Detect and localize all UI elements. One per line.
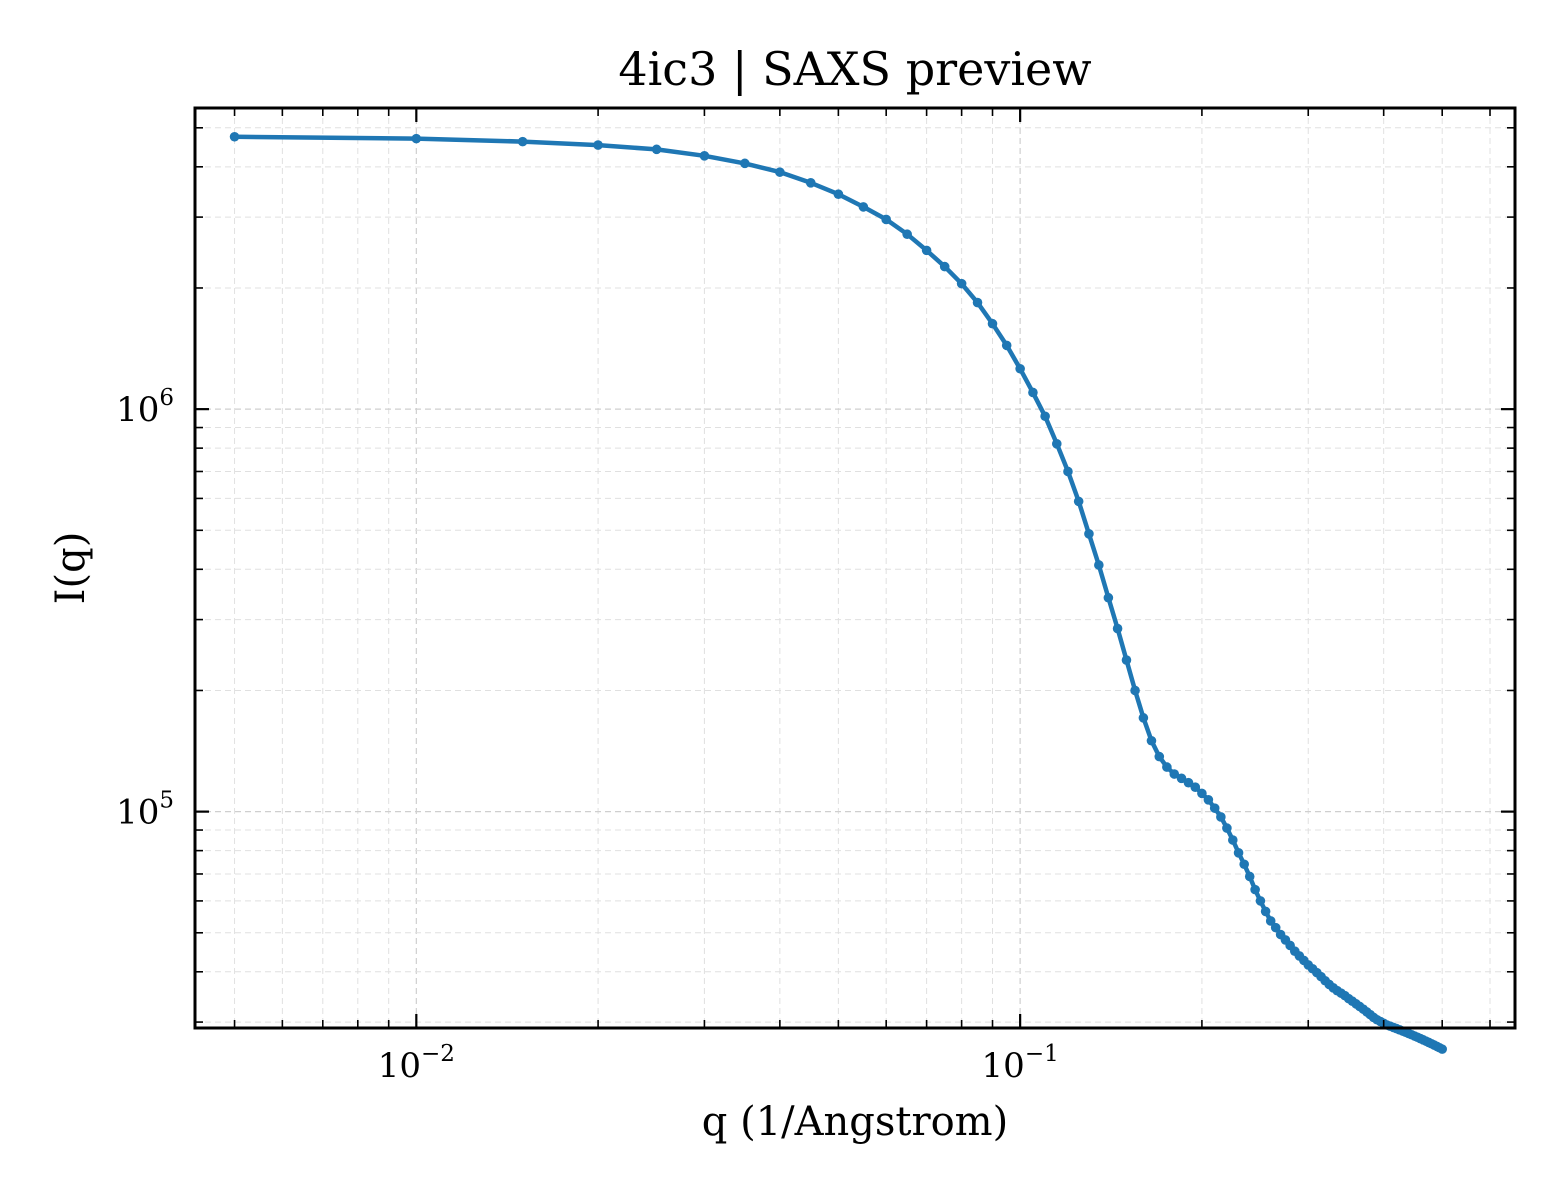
data-point xyxy=(1112,623,1123,634)
data-point xyxy=(1176,773,1187,784)
data-point xyxy=(1162,762,1172,772)
y-axis-label: I(q) xyxy=(48,532,94,605)
data-point xyxy=(517,136,528,147)
data-point xyxy=(1265,916,1276,926)
data-point xyxy=(1216,812,1226,822)
data-point xyxy=(881,214,891,225)
data-point xyxy=(1260,906,1271,917)
data-point xyxy=(593,140,603,150)
data-point xyxy=(411,133,422,144)
data-point xyxy=(699,151,710,161)
data-point xyxy=(1130,685,1140,696)
data-point xyxy=(1146,735,1157,746)
data-point xyxy=(921,245,932,256)
data-point xyxy=(1244,871,1255,882)
data-point xyxy=(1040,411,1050,422)
data-point xyxy=(972,297,983,308)
data-point xyxy=(1015,363,1025,374)
data-point xyxy=(1437,1044,1447,1054)
chart-title: 4ic3 | SAXS preview xyxy=(618,42,1091,96)
grid xyxy=(195,108,1515,1028)
data-point xyxy=(1183,777,1194,788)
data-point xyxy=(1051,439,1062,449)
data-point xyxy=(987,318,998,329)
x-tick-label: 10−2 xyxy=(378,1041,455,1086)
data-point xyxy=(902,229,912,240)
data-point xyxy=(1084,529,1094,539)
data-point xyxy=(956,278,967,289)
data-point xyxy=(1063,466,1073,477)
data-point xyxy=(1094,560,1104,570)
data-point xyxy=(1028,387,1038,398)
data-point xyxy=(1233,848,1244,858)
data-point xyxy=(1169,769,1180,779)
y-tick-label: 106 xyxy=(116,385,174,430)
data-point xyxy=(651,144,662,155)
data-point xyxy=(1255,896,1266,906)
data-point xyxy=(740,158,750,169)
data-point xyxy=(1121,655,1132,665)
data-point xyxy=(229,131,240,142)
data-point xyxy=(833,189,844,199)
data-point xyxy=(1103,592,1114,603)
data-point xyxy=(858,202,869,212)
plot-frame xyxy=(193,106,1517,1030)
data-point xyxy=(1154,751,1165,762)
data-point xyxy=(1209,803,1220,813)
data-point xyxy=(1203,794,1214,805)
data-point xyxy=(1222,823,1232,833)
data-point xyxy=(1001,340,1012,351)
data-point xyxy=(1190,782,1201,792)
data-point xyxy=(805,178,816,188)
data-point xyxy=(1239,859,1250,870)
data-point xyxy=(1138,713,1149,723)
data-point xyxy=(1270,922,1281,933)
axis-ticks: 10−2 10−1 105 106 xyxy=(116,108,1515,1086)
data-point xyxy=(1073,496,1084,507)
data-point xyxy=(1227,835,1238,845)
data-point xyxy=(939,261,950,272)
data-point xyxy=(1197,788,1207,799)
data-point xyxy=(1250,884,1260,895)
x-axis-label: q (1/Angstrom) xyxy=(702,1099,1008,1145)
data-point xyxy=(775,167,785,177)
x-tick-label: 10−1 xyxy=(982,1041,1059,1086)
y-tick-label: 105 xyxy=(116,788,174,833)
